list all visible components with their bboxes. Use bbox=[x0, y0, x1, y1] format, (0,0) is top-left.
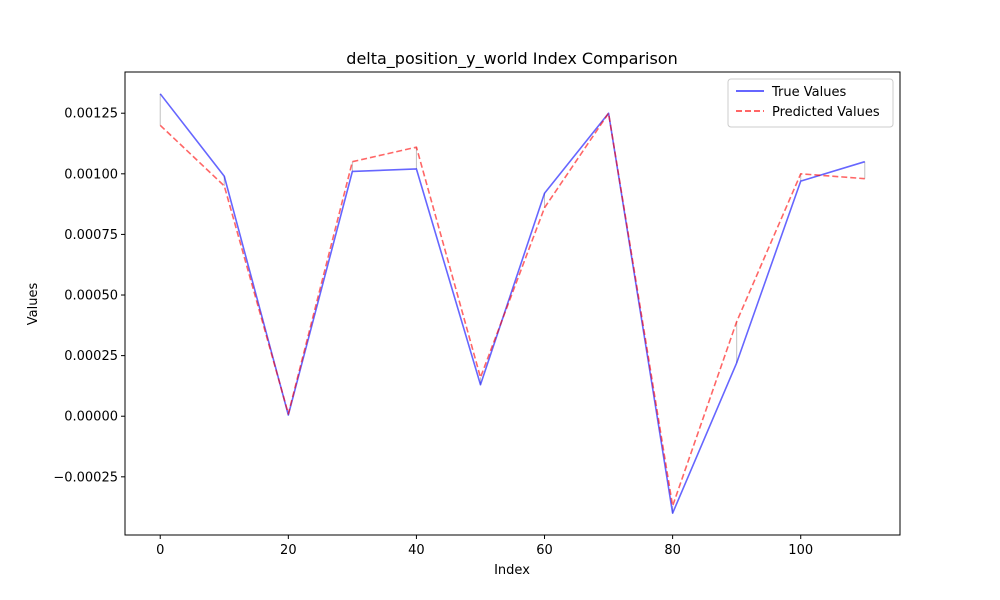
y-tick-label: 0.00125 bbox=[64, 107, 118, 122]
y-tick-label: 0.00075 bbox=[64, 228, 118, 243]
x-tick-label: 80 bbox=[664, 543, 681, 558]
x-tick-label: 20 bbox=[280, 543, 297, 558]
legend-label-true-values: True Values bbox=[771, 85, 846, 100]
y-tick-label: 0.00000 bbox=[64, 410, 118, 425]
x-axis-label: Index bbox=[494, 563, 530, 578]
chart-title: delta_position_y_world Index Comparison bbox=[346, 49, 677, 69]
y-tick-label: 0.00100 bbox=[64, 167, 118, 182]
y-tick-label: −0.00025 bbox=[53, 470, 118, 485]
legend-label-predicted-values: Predicted Values bbox=[772, 105, 880, 120]
y-tick-label: 0.00025 bbox=[64, 349, 118, 364]
x-tick-label: 100 bbox=[788, 543, 813, 558]
legend-box bbox=[727, 78, 894, 128]
plot-area bbox=[124, 71, 901, 536]
y-tick-label: 0.00050 bbox=[64, 289, 118, 304]
x-tick-label: 40 bbox=[408, 543, 425, 558]
x-axis: 0 20 40 60 80 100 bbox=[156, 535, 813, 558]
x-tick-label: 60 bbox=[536, 543, 553, 558]
legend: True Values Predicted Values bbox=[727, 78, 894, 128]
series-line-predicted-values bbox=[159, 112, 865, 507]
y-axis: −0.00025 0.00000 0.00025 0.00050 0.00075 0.00… bbox=[53, 107, 125, 485]
series-layer bbox=[159, 93, 866, 514]
x-tick-label: 0 bbox=[156, 543, 164, 558]
y-axis-label: Values bbox=[26, 283, 41, 326]
